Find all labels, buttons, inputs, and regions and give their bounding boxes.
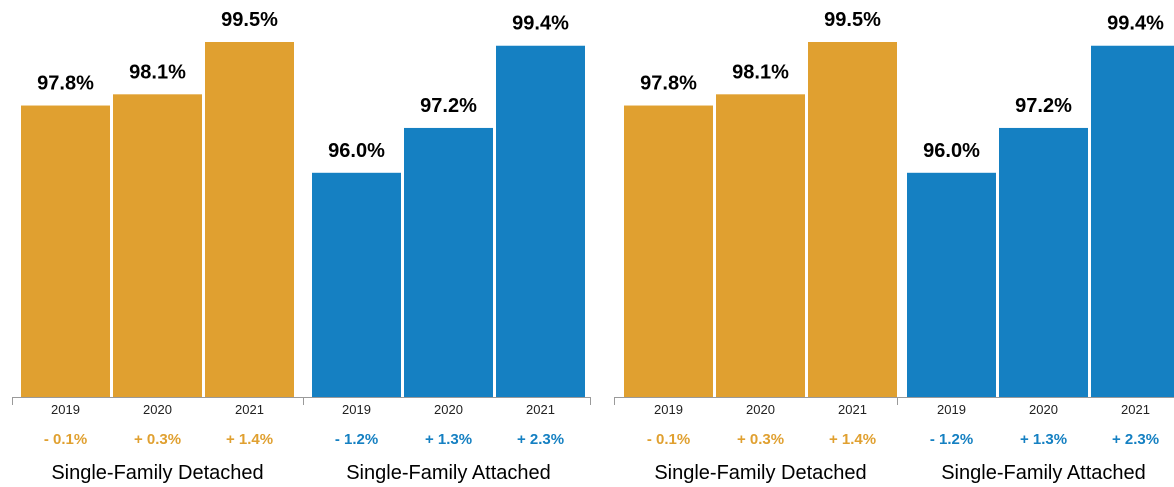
data-label: 99.5%: [824, 9, 881, 31]
data-label: 96.0%: [328, 140, 385, 162]
panel-2: 96.0% 2019 - 1.2% 97.2% 2020 + 1.3% 99.4% 2021 +…: [312, 13, 585, 484]
x-tick-label: 2019: [51, 402, 80, 417]
x-tick-label: 2021: [526, 402, 555, 417]
x-tick-label: 2021: [838, 402, 867, 417]
bar: [999, 127, 1088, 398]
change-label: + 1.3%: [1020, 431, 1067, 448]
data-label: 99.4%: [512, 13, 569, 35]
data-label: 97.8%: [640, 73, 697, 95]
data-label: 97.2%: [420, 95, 477, 117]
bar: [205, 42, 294, 397]
change-label: + 2.3%: [1112, 431, 1159, 448]
bar: [808, 42, 897, 397]
data-label: 98.1%: [732, 61, 789, 83]
change-label: + 0.3%: [134, 431, 181, 448]
bar: [21, 105, 110, 398]
bar: [624, 105, 713, 398]
x-tick-label: 2019: [654, 402, 683, 417]
x-tick-label: 2019: [937, 402, 966, 417]
panel-1: 97.8% 2019 - 0.1% 98.1% 2020 + 0.3% 99.5% 2021 +…: [624, 9, 897, 484]
change-label: + 1.4%: [226, 431, 273, 448]
group-label: Single-Family Detached: [654, 462, 866, 484]
chart-2: 97.8% 2019 - 0.1% 98.1% 2020 + 0.3% 99.5% 2021 +…: [614, 9, 1174, 484]
x-tick-label: 2020: [746, 402, 775, 417]
change-label: - 1.2%: [335, 431, 378, 448]
bar: [113, 94, 202, 397]
panel-2: 96.0% 2019 - 1.2% 97.2% 2020 + 1.3% 99.4% 2021 +…: [907, 13, 1174, 484]
bar: [1091, 45, 1174, 397]
change-label: - 0.1%: [44, 431, 87, 448]
bar: [907, 172, 996, 397]
change-label: + 2.3%: [517, 431, 564, 448]
x-tick-label: 2020: [434, 402, 463, 417]
data-label: 97.2%: [1015, 95, 1072, 117]
change-label: - 0.1%: [647, 431, 690, 448]
x-tick-label: 2020: [1029, 402, 1058, 417]
group-label: Single-Family Attached: [346, 462, 551, 484]
data-label: 96.0%: [923, 140, 980, 162]
bar: [404, 127, 493, 398]
data-label: 99.4%: [1107, 13, 1164, 35]
group-label: Single-Family Detached: [51, 462, 263, 484]
data-label: 98.1%: [129, 61, 186, 83]
x-tick-label: 2019: [342, 402, 371, 417]
chart-1: 97.8% 2019 - 0.1% 98.1% 2020 + 0.3% 99.5% 2021 +…: [12, 9, 591, 484]
x-tick-label: 2021: [235, 402, 264, 417]
change-label: + 1.3%: [425, 431, 472, 448]
change-label: - 1.2%: [930, 431, 973, 448]
group-label: Single-Family Attached: [941, 462, 1146, 484]
bar: [496, 45, 585, 397]
panel-1: 97.8% 2019 - 0.1% 98.1% 2020 + 0.3% 99.5% 2021 +…: [21, 9, 294, 484]
change-label: + 1.4%: [829, 431, 876, 448]
bar: [312, 172, 401, 397]
data-label: 99.5%: [221, 9, 278, 31]
x-tick-label: 2020: [143, 402, 172, 417]
data-label: 97.8%: [37, 73, 94, 95]
change-label: + 0.3%: [737, 431, 784, 448]
x-tick-label: 2021: [1121, 402, 1150, 417]
bar: [716, 94, 805, 397]
